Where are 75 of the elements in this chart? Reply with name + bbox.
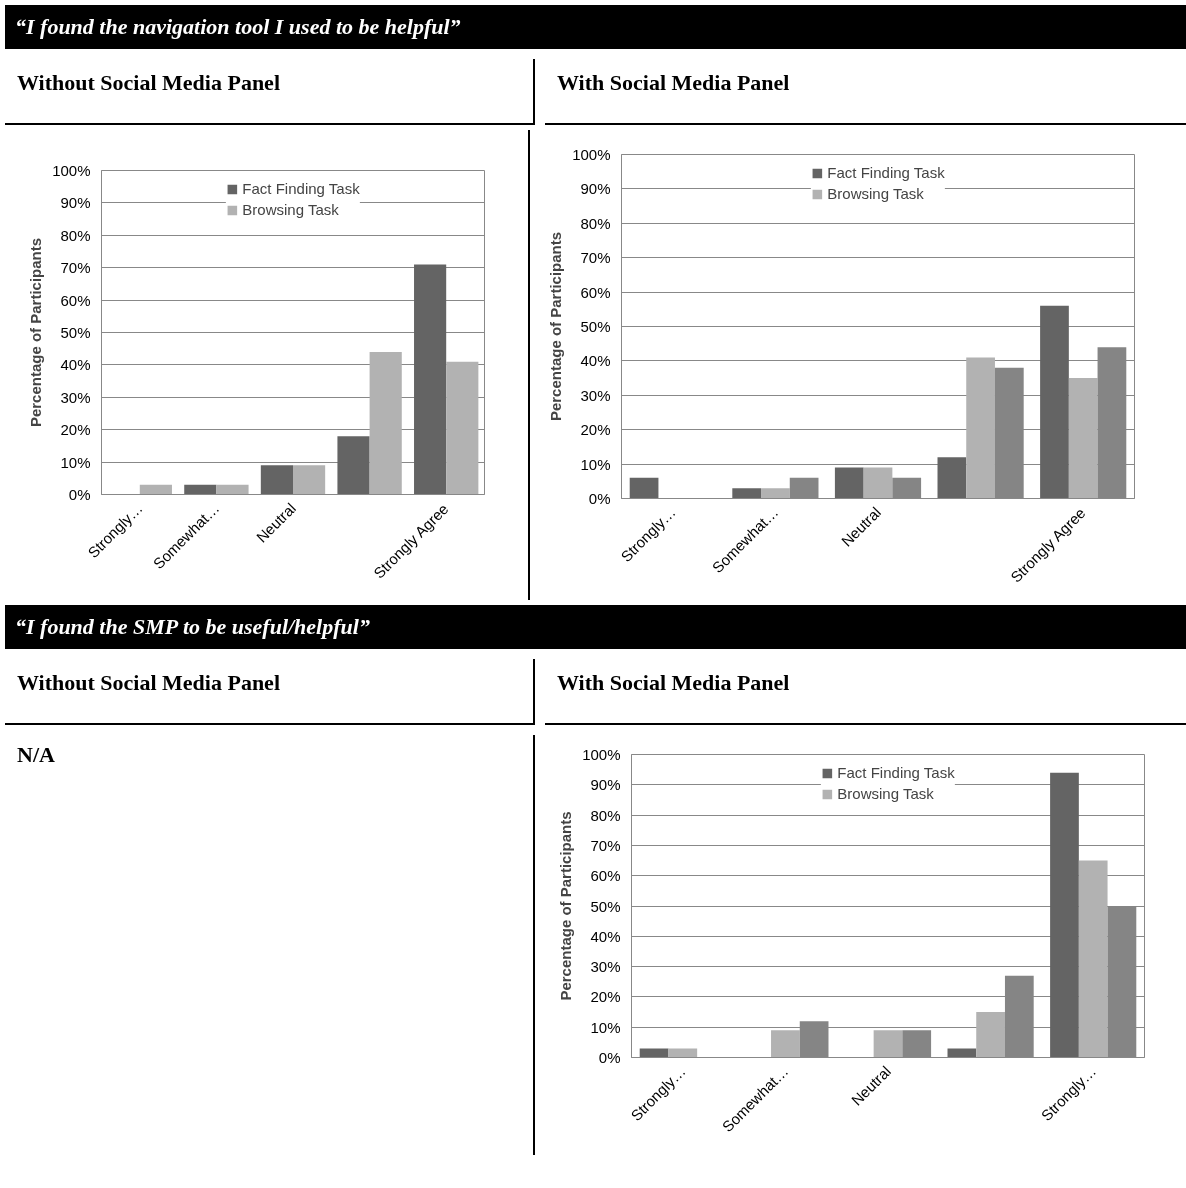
y-tick-label: 40%	[580, 352, 611, 370]
text: “I found the SMP to be useful/helpful”	[15, 613, 370, 641]
bar	[260, 465, 293, 495]
y-tick-label: 60%	[590, 867, 621, 885]
y-tick-label: 0%	[68, 486, 91, 503]
y-tick-label: 90%	[580, 180, 611, 198]
y-tick-label: 60%	[580, 283, 611, 301]
bar	[293, 465, 326, 495]
y-tick-label: 50%	[60, 324, 91, 341]
chart-subtitle: With Social Media Panel	[557, 69, 790, 97]
bar	[668, 1048, 698, 1058]
bar	[937, 457, 967, 499]
y-tick-label: 30%	[60, 388, 91, 406]
bar	[446, 361, 479, 495]
y-tick-label: 100%	[572, 146, 611, 163]
y-tick-label: 80%	[580, 214, 611, 232]
y-tick-label: 20%	[580, 421, 611, 439]
y-tick-label: 70%	[590, 836, 621, 854]
y-tick-label: 80%	[60, 226, 91, 244]
legend-label: Fact Finding Task	[242, 180, 360, 197]
y-axis-title: Percentage of Participants	[557, 811, 575, 1001]
y-tick-label: 100%	[582, 746, 621, 763]
y-tick-label: 0%	[598, 1049, 621, 1066]
y-tick-label: 60%	[60, 291, 91, 309]
bar	[834, 467, 864, 499]
bar	[732, 488, 762, 499]
bar	[216, 484, 249, 495]
y-tick-label: 40%	[590, 927, 621, 945]
bar	[947, 1048, 977, 1058]
bar	[369, 351, 402, 495]
bar	[863, 467, 893, 499]
y-tick-label: 30%	[580, 386, 611, 404]
y-tick-label: 40%	[60, 356, 91, 374]
y-tick-label: 10%	[60, 453, 91, 471]
y-tick-label: 100%	[52, 162, 91, 179]
chart-subtitle: Without Social Media Panel	[17, 69, 280, 97]
y-tick-label: 90%	[60, 194, 91, 212]
bar	[629, 477, 659, 499]
legend-label: Browsing Task	[242, 201, 339, 218]
chart-title: “I found the navigation tool I used to be helpful”	[15, 13, 461, 41]
y-tick-label: 20%	[60, 421, 91, 439]
y-tick-label: 50%	[590, 897, 621, 915]
bar	[184, 484, 217, 495]
y-tick-label: 70%	[580, 249, 611, 267]
y-tick-label: 90%	[590, 776, 621, 794]
y-tick-label: 80%	[590, 806, 621, 824]
chart-subtitle: With Social Media Panel	[557, 669, 790, 697]
text: Without Social Media Panel	[17, 669, 280, 697]
bar	[1078, 860, 1108, 1058]
bar	[761, 488, 790, 499]
bar	[966, 357, 995, 499]
bar	[1050, 772, 1079, 1058]
legend-label: Fact Finding Task	[827, 164, 945, 181]
legend-label: Browsing Task	[827, 185, 924, 202]
bar	[139, 484, 172, 495]
y-tick-label: 10%	[580, 455, 611, 473]
y-tick-label: 20%	[590, 988, 621, 1006]
bar	[873, 1030, 903, 1058]
legend-label: Fact Finding Task	[837, 764, 955, 781]
bar	[1040, 305, 1069, 499]
y-tick-label: 30%	[590, 958, 621, 976]
y-tick-label: 0%	[588, 490, 611, 507]
y-axis-title: Percentage of Participants	[547, 231, 565, 422]
bar	[976, 1012, 1005, 1058]
bar	[1068, 378, 1098, 499]
bar	[771, 1030, 800, 1058]
bar	[414, 264, 447, 495]
y-tick-label: 10%	[590, 1018, 621, 1036]
legend-label: Browsing Task	[837, 785, 934, 802]
text: N/A	[17, 741, 55, 769]
y-tick-label: 70%	[60, 259, 91, 277]
y-tick-label: 50%	[580, 318, 611, 335]
bar	[337, 436, 370, 495]
bar	[639, 1048, 669, 1058]
y-axis-title: Percentage of Participants	[27, 237, 45, 428]
